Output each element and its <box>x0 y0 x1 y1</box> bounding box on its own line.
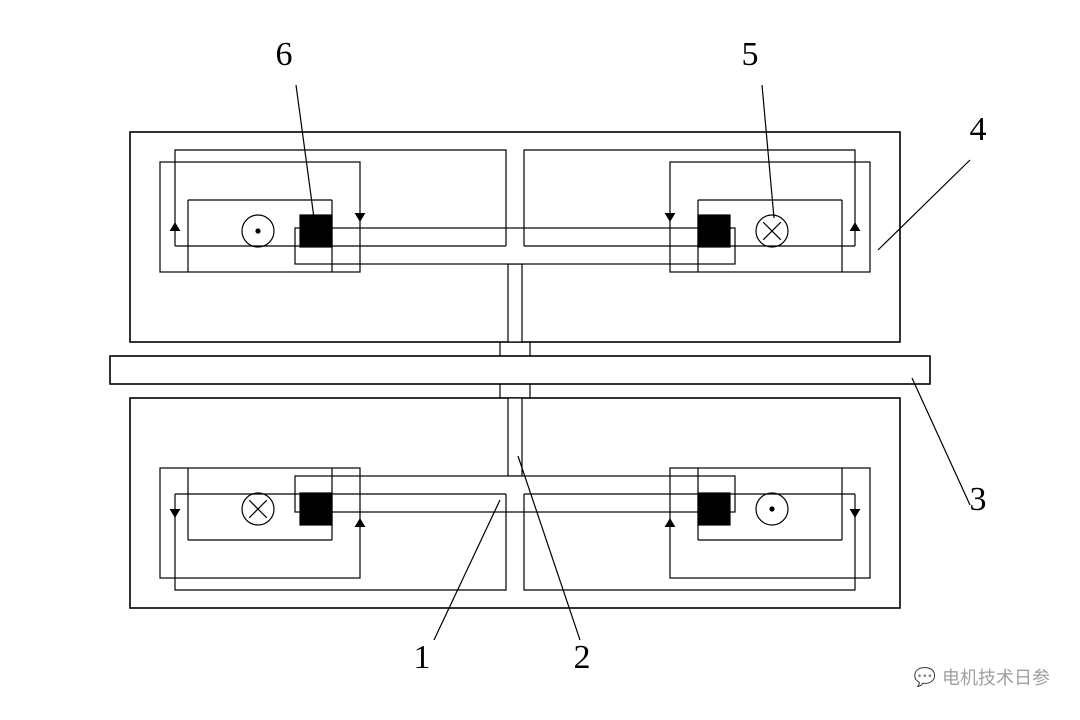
svg-text:3: 3 <box>970 481 987 518</box>
svg-text:5: 5 <box>742 36 759 73</box>
svg-text:1: 1 <box>414 639 431 676</box>
svg-text:2: 2 <box>574 639 591 676</box>
speech-bubble-icon: 💬 <box>914 667 936 688</box>
motor-cross-section-diagram: 6 5 4 3 1 2 <box>0 0 1080 720</box>
svg-text:6: 6 <box>276 36 293 73</box>
svg-text:4: 4 <box>970 111 987 148</box>
watermark: 💬 电机技术日参 <box>914 664 1050 690</box>
watermark-text: 电机技术日参 <box>942 664 1050 690</box>
